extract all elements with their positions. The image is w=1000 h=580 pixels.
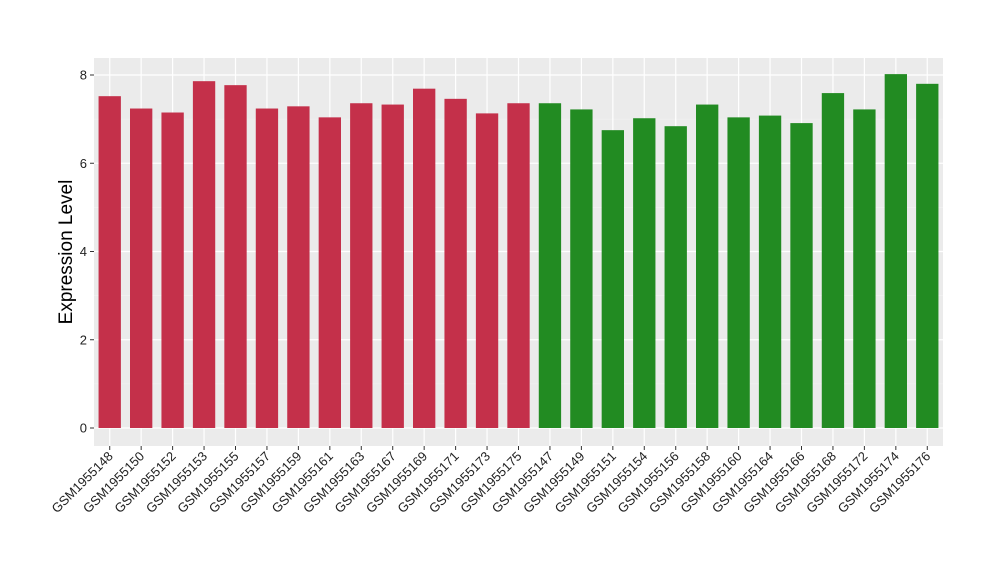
y-tick-label: 6 <box>80 156 87 171</box>
bar-GSM1955171 <box>444 98 467 428</box>
y-axis: 0 2 4 6 8 <box>80 68 94 436</box>
bar-GSM1955175 <box>507 103 530 429</box>
bar-GSM1955159 <box>287 106 310 428</box>
y-tick-label: 4 <box>80 244 87 259</box>
bar-GSM1955169 <box>413 88 436 429</box>
bar-GSM1955154 <box>633 118 656 429</box>
y-tick-label: 2 <box>80 332 87 347</box>
bar-GSM1955148 <box>98 96 121 429</box>
y-tick-label: 8 <box>80 68 87 83</box>
bar-GSM1955163 <box>350 103 373 429</box>
bar-GSM1955151 <box>601 130 624 428</box>
y-tick-label: 0 <box>80 421 87 436</box>
bar-GSM1955153 <box>192 81 216 429</box>
bar-GSM1955173 <box>475 113 499 428</box>
bar-GSM1955152 <box>161 112 184 428</box>
x-axis: GSM1955148GSM1955150GSM1955152GSM1955153… <box>49 446 933 516</box>
bar-GSM1955168 <box>821 93 845 428</box>
bars <box>98 74 939 429</box>
bar-GSM1955161 <box>318 117 341 429</box>
bar-GSM1955149 <box>570 109 593 429</box>
bar-GSM1955174 <box>884 74 907 429</box>
y-axis-title: Expression Level <box>56 180 77 325</box>
bar-GSM1955176 <box>916 83 939 428</box>
bar-GSM1955156 <box>664 126 687 428</box>
bar-GSM1955160 <box>727 117 750 429</box>
bar-GSM1955172 <box>853 109 876 429</box>
bar-GSM1955166 <box>790 123 813 428</box>
bar-GSM1955158 <box>696 104 719 428</box>
bar-GSM1955157 <box>255 108 279 428</box>
bar-GSM1955155 <box>224 85 247 429</box>
bar-GSM1955150 <box>130 108 153 428</box>
bar-GSM1955167 <box>381 104 404 428</box>
bar-GSM1955147 <box>538 103 562 429</box>
bar-GSM1955164 <box>758 115 782 428</box>
